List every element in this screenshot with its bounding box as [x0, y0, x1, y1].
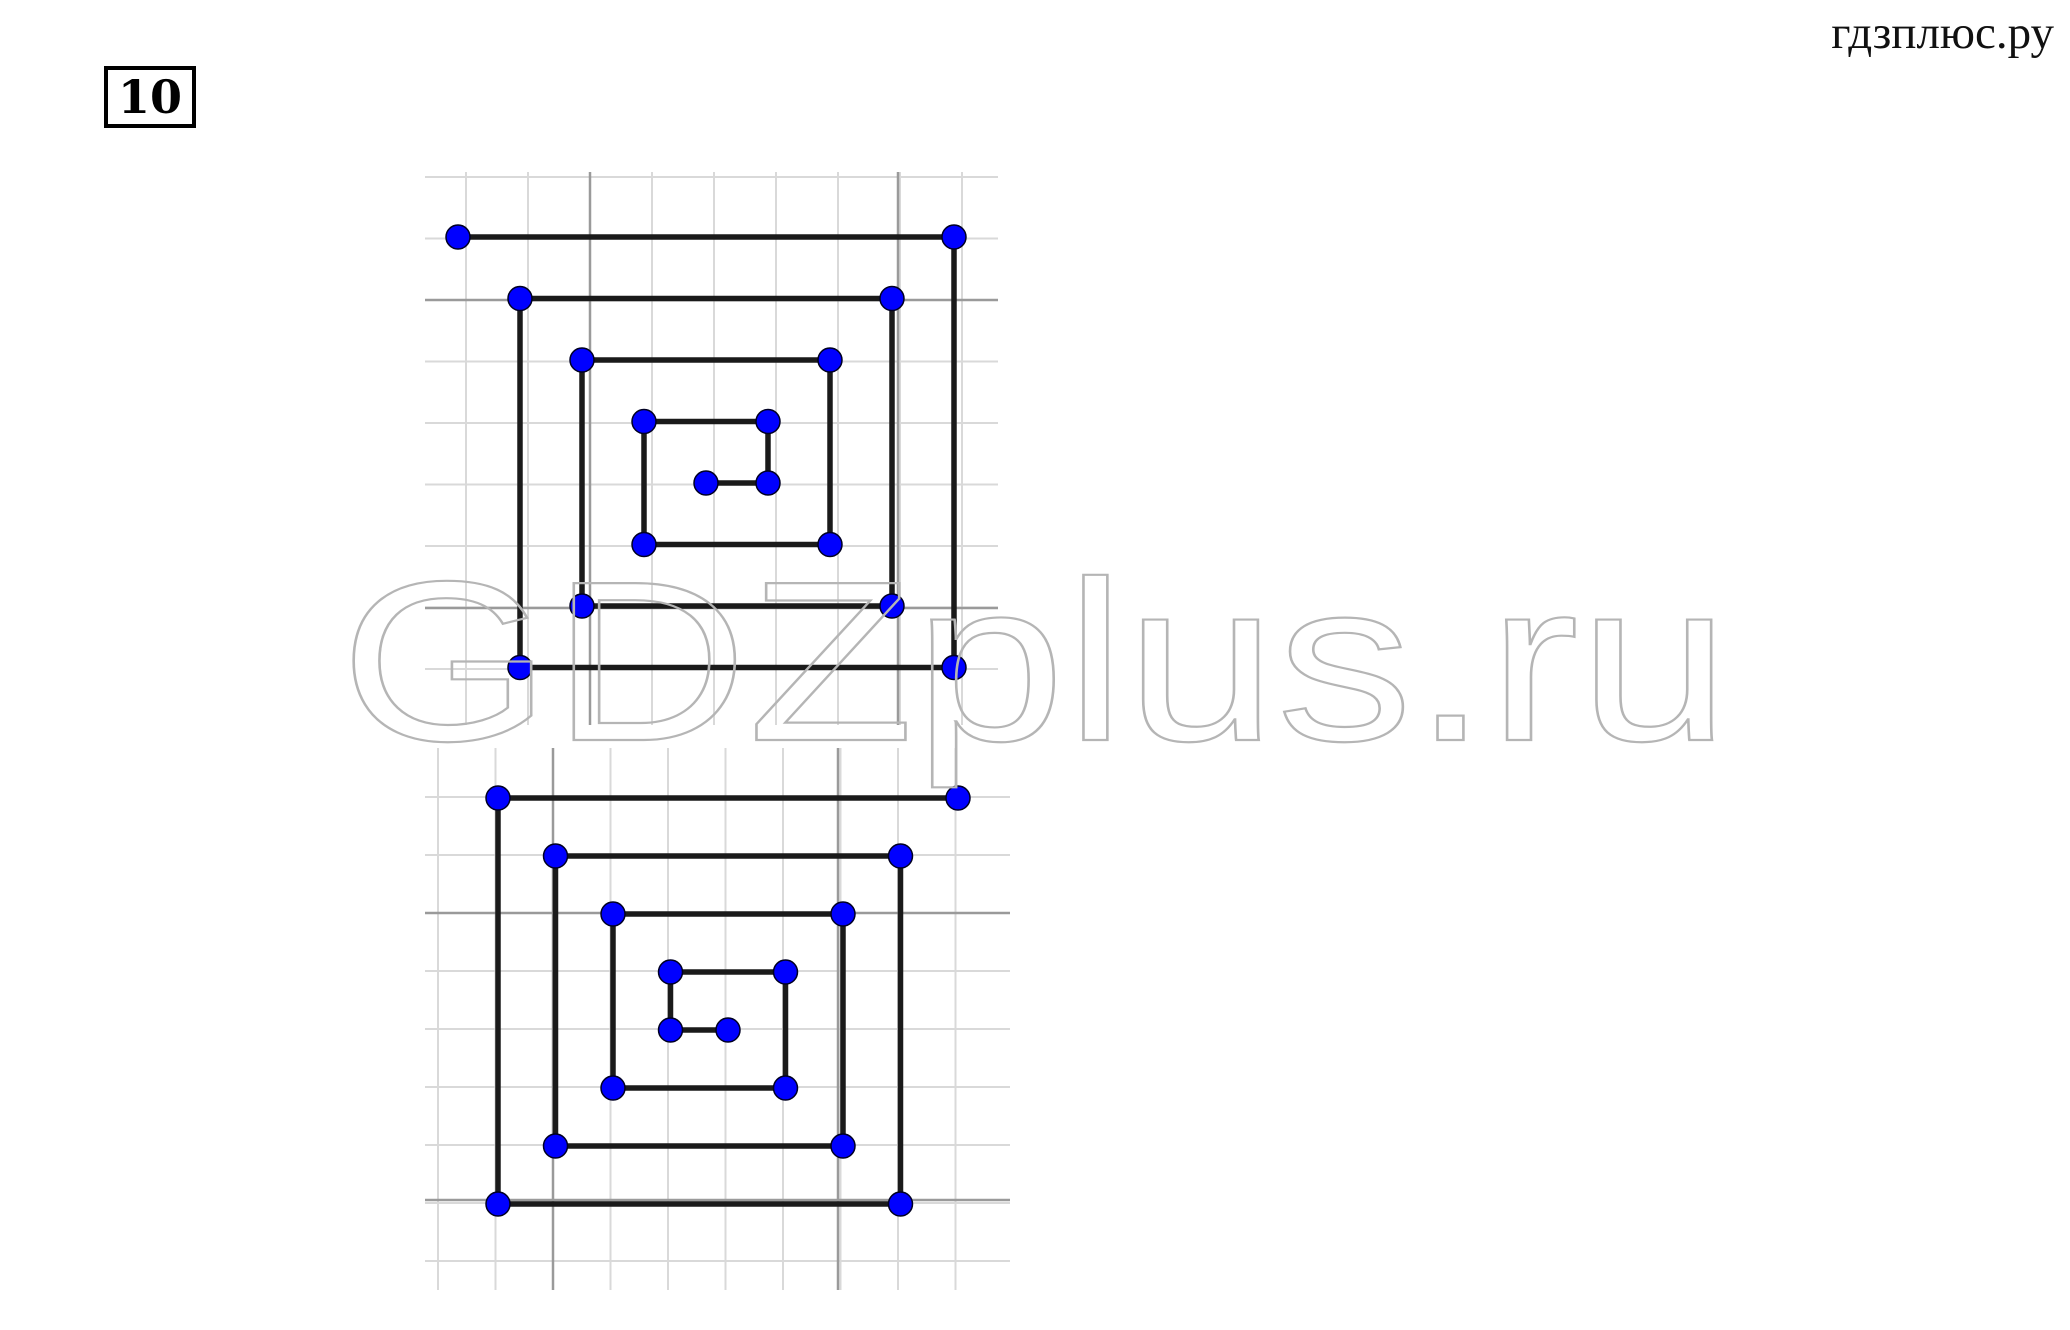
vertex-point	[755, 408, 781, 435]
vertex-point	[817, 531, 843, 558]
grid-bottom	[425, 748, 1010, 1290]
vertex-point	[507, 285, 533, 312]
spiral-bottom-path	[495, 795, 961, 1207]
vertex-point	[887, 1191, 914, 1217]
vertex-point	[693, 470, 719, 496]
site-label: гдзплюс.ру	[1831, 7, 2054, 59]
spiral-line	[455, 234, 957, 671]
vertex-point	[631, 531, 657, 558]
task-number: 10	[104, 66, 196, 128]
vertex-point	[569, 593, 595, 619]
vertex-point	[600, 901, 626, 927]
vertex-point	[941, 224, 967, 250]
vertex-point	[657, 959, 684, 985]
vertex-point	[941, 654, 967, 681]
vertex-point	[830, 901, 856, 927]
vertex-point	[542, 1133, 569, 1159]
vertex-point	[569, 347, 595, 373]
vertex-point	[542, 843, 569, 869]
spiral-top-path	[455, 234, 957, 671]
grid-top	[425, 172, 998, 725]
vertex-point	[772, 1075, 799, 1101]
vertex-point	[887, 843, 914, 869]
vertex-point	[755, 470, 781, 496]
vertex-point	[657, 1017, 684, 1043]
spiral-line	[495, 795, 961, 1207]
vertex-point	[772, 959, 799, 985]
vertex-point	[485, 1191, 511, 1217]
vertex-point	[879, 593, 905, 619]
vertex-point	[445, 224, 471, 250]
vertex-point	[945, 785, 971, 811]
vertex-point	[817, 347, 843, 373]
spiral-bottom-points	[485, 785, 971, 1217]
vertex-point	[485, 785, 511, 811]
vertex-point	[507, 654, 533, 681]
vertex-point	[879, 285, 905, 312]
vertex-point	[830, 1133, 856, 1159]
vertex-point	[631, 408, 657, 435]
vertex-point	[715, 1017, 741, 1043]
spiral-top-points	[445, 224, 967, 681]
vertex-point	[600, 1075, 626, 1101]
